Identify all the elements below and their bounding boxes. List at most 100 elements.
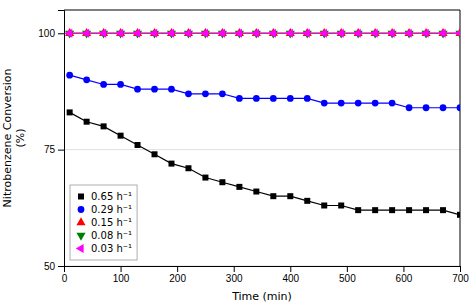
point [117, 81, 124, 88]
series-line [70, 33, 460, 34]
point [302, 29, 310, 38]
point [370, 29, 378, 38]
frame-top [64, 10, 460, 11]
x-tick-mark [460, 266, 461, 272]
x-tick-mark [347, 266, 348, 272]
point [338, 202, 344, 208]
y-axis: 50 75 100 [38, 11, 64, 272]
series [65, 31, 460, 39]
point [285, 29, 293, 38]
y-tick: 100 [38, 28, 64, 39]
point [287, 193, 293, 199]
point [66, 72, 73, 79]
point [355, 207, 361, 213]
legend-item: 0.08 h⁻¹ [76, 230, 132, 241]
legend-symbol [76, 233, 85, 241]
x-axis: 0 100 200 300 400 500 600 700 [62, 266, 470, 284]
y-axis-title-line: Nitrobenzene Conversion [1, 69, 14, 208]
series [64, 29, 460, 38]
point [389, 100, 396, 107]
x-tick: 500 [339, 266, 356, 284]
point [84, 119, 90, 125]
y-tick-mark [58, 150, 64, 151]
point [353, 29, 361, 38]
x-tick: 700 [452, 266, 469, 284]
grid-line [64, 33, 460, 34]
point [202, 175, 208, 181]
point [98, 29, 106, 38]
point [389, 207, 395, 213]
series-line [70, 112, 460, 214]
point [287, 95, 294, 102]
point [457, 104, 460, 111]
y-tick-mark [58, 266, 64, 267]
frame-right [460, 10, 461, 266]
point [202, 90, 209, 97]
x-tick-label: 100 [113, 273, 130, 284]
point [149, 29, 157, 38]
point [251, 29, 259, 38]
point [101, 123, 107, 129]
point [134, 86, 141, 93]
point [217, 29, 225, 38]
point [100, 81, 107, 88]
point [183, 29, 191, 38]
point [81, 29, 89, 38]
point [387, 29, 395, 38]
point [168, 161, 174, 167]
point [253, 189, 259, 195]
point [166, 29, 174, 38]
y-tick-label: 75 [44, 144, 56, 155]
point [270, 193, 276, 199]
x-tick-mark [177, 266, 178, 272]
x-tick-mark [403, 266, 404, 272]
series [67, 109, 460, 217]
y-tick-label: 50 [44, 261, 56, 272]
point [336, 29, 344, 38]
point [304, 198, 310, 204]
x-tick-label: 0 [62, 273, 68, 284]
point [67, 109, 73, 115]
x-tick: 100 [113, 266, 130, 284]
legend-label: 0.65 h⁻¹ [91, 191, 132, 202]
x-tick-mark [290, 266, 291, 272]
point [200, 29, 208, 38]
point [151, 86, 158, 93]
point [118, 133, 124, 139]
point [440, 207, 446, 213]
x-tick-label: 500 [339, 273, 356, 284]
point [404, 29, 412, 38]
legend-item: 0.29 h⁻¹ [78, 204, 132, 215]
series-line [70, 33, 460, 34]
legend: 0.65 h⁻¹ 0.29 h⁻¹ 0.15 h⁻¹ 0.08 h⁻¹ 0.03 h⁻¹ [70, 185, 137, 260]
point [132, 29, 140, 38]
y-tick: 50 [44, 261, 64, 272]
point [185, 90, 192, 97]
x-tick: 200 [169, 266, 186, 284]
legend-symbol [76, 244, 84, 253]
point [406, 104, 413, 111]
plot: 0 100 200 300 400 500 600 700 50 75 100 0.65 h⁻¹ 0.2… [38, 10, 469, 284]
point [319, 29, 327, 38]
legend-item: 0.03 h⁻¹ [76, 243, 132, 254]
x-tick: 400 [282, 266, 299, 284]
point [321, 202, 327, 208]
point [372, 207, 378, 213]
point [83, 76, 90, 83]
point [423, 104, 430, 111]
x-tick: 600 [396, 266, 413, 284]
series-line [70, 33, 460, 34]
y-tick: 75 [44, 144, 64, 155]
series-line [70, 75, 460, 108]
point [168, 86, 175, 93]
legend-frame [70, 185, 137, 260]
point [234, 29, 242, 38]
point [423, 207, 429, 213]
legend-item: 0.15 h⁻¹ [76, 217, 132, 228]
x-tick-mark [121, 266, 122, 272]
x-tick-label: 700 [452, 273, 469, 284]
x-tick: 300 [226, 266, 243, 284]
point [457, 212, 460, 218]
point [152, 151, 158, 157]
point [355, 100, 362, 107]
